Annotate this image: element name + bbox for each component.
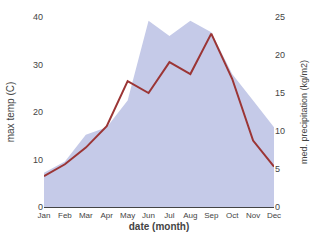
svg-text:med. precipitation (kg/m2): med. precipitation (kg/m2) [299,60,309,164]
svg-text:10: 10 [275,126,285,136]
svg-text:15: 15 [275,88,285,98]
svg-text:Sep: Sep [204,211,219,220]
svg-text:25: 25 [275,12,285,22]
svg-text:Mar: Mar [79,211,93,220]
svg-text:Feb: Feb [58,211,72,220]
svg-text:40: 40 [33,12,43,22]
svg-text:Oct: Oct [226,211,239,220]
svg-text:30: 30 [33,60,43,70]
svg-text:Dec: Dec [267,211,281,220]
svg-text:0: 0 [275,202,280,212]
svg-text:max temp (C): max temp (C) [5,82,16,143]
svg-text:Jun: Jun [142,211,155,220]
svg-text:May: May [120,211,135,220]
svg-text:Aug: Aug [183,211,197,220]
svg-text:10: 10 [33,155,43,165]
svg-text:Jul: Jul [164,211,174,220]
svg-text:20: 20 [275,50,285,60]
svg-text:date (month): date (month) [129,221,190,232]
svg-text:20: 20 [33,107,43,117]
svg-text:5: 5 [275,164,280,174]
svg-text:0: 0 [38,202,43,212]
svg-text:Nov: Nov [246,211,260,220]
svg-text:Apr: Apr [101,211,114,220]
svg-text:Jan: Jan [38,211,51,220]
